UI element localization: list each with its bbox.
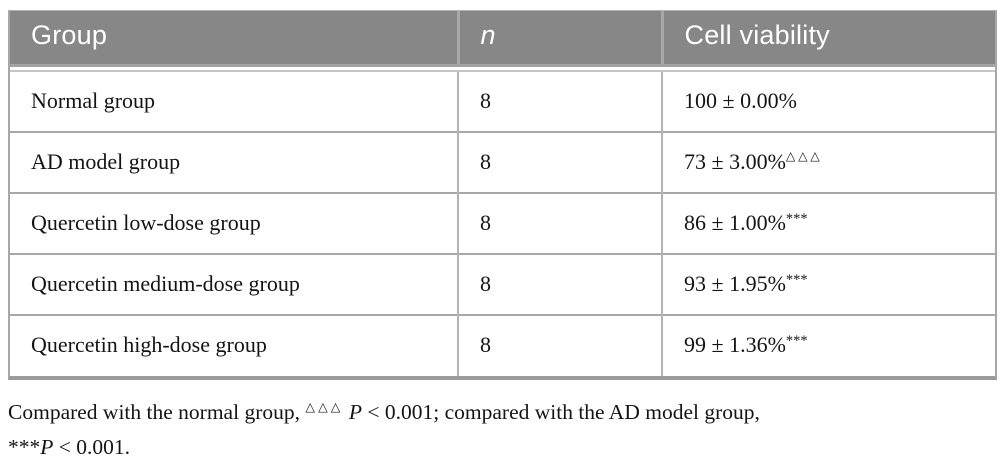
spacer-cell	[10, 65, 995, 71]
footnote-triangle-marker: △△△	[305, 400, 344, 414]
significance-star-marker: ***	[785, 271, 808, 288]
footnote-p-italic: P	[40, 435, 54, 459]
footnote-text: Compared with the normal group,	[8, 400, 306, 424]
table-row: Quercetin medium-dose group 8 93 ± 1.95%**…	[10, 253, 995, 315]
cell-n: 8	[457, 131, 662, 193]
cell-group: Quercetin medium-dose group	[10, 253, 458, 315]
col-header-group: Group	[10, 11, 458, 67]
footnote-text: ***	[8, 435, 41, 459]
cell-viability: 99 ± 1.36%***	[661, 314, 995, 376]
cell-n: 8	[457, 314, 662, 376]
cell-group: Quercetin high-dose group	[10, 314, 458, 376]
col-header-n: n	[456, 11, 662, 67]
cell-n: 8	[457, 253, 662, 315]
cell-group: Quercetin low-dose group	[10, 192, 458, 254]
results-table-container: Group n Cell viability Normal group 8 100 …	[8, 10, 997, 380]
table-row: AD model group 8 73 ± 3.00%△△△	[10, 131, 995, 193]
cell-viability: 100 ± 0.00%	[661, 70, 995, 132]
footnote-text: < 0.001.	[53, 435, 131, 459]
cell-group: Normal group	[10, 70, 458, 132]
cell-n: 8	[457, 192, 662, 254]
table-row: Quercetin low-dose group 8 86 ± 1.00%***	[10, 192, 995, 254]
cell-group: AD model group	[10, 131, 458, 193]
significance-star-marker: ***	[785, 210, 808, 227]
significance-star-marker: ***	[785, 333, 808, 349]
cell-n: 8	[457, 70, 662, 132]
results-table: Group n Cell viability Normal group 8 100 …	[10, 11, 995, 376]
table-body: Normal group 8 100 ± 0.00% AD model group 8 7…	[10, 65, 995, 376]
table-row: Quercetin high-dose group 8 99 ± 1.36%***	[10, 314, 995, 376]
cell-viability: 93 ± 1.95%***	[661, 253, 995, 315]
table-row: Normal group 8 100 ± 0.00%	[10, 70, 995, 132]
table-footnote: Compared with the normal group, △△△ P < …	[8, 395, 997, 465]
col-header-cell-viability: Cell viability	[660, 11, 995, 67]
header-body-spacer	[10, 65, 995, 71]
table-header: Group n Cell viability	[10, 11, 995, 67]
cell-viability: 73 ± 3.00%△△△	[661, 131, 995, 193]
footnote-p-italic: P	[348, 400, 362, 424]
significance-triangle-marker: △△△	[785, 148, 823, 163]
cell-viability: 86 ± 1.00%***	[661, 192, 995, 254]
footnote-text: < 0.001; compared with the AD model grou…	[362, 400, 760, 424]
header-row: Group n Cell viability	[10, 11, 995, 67]
